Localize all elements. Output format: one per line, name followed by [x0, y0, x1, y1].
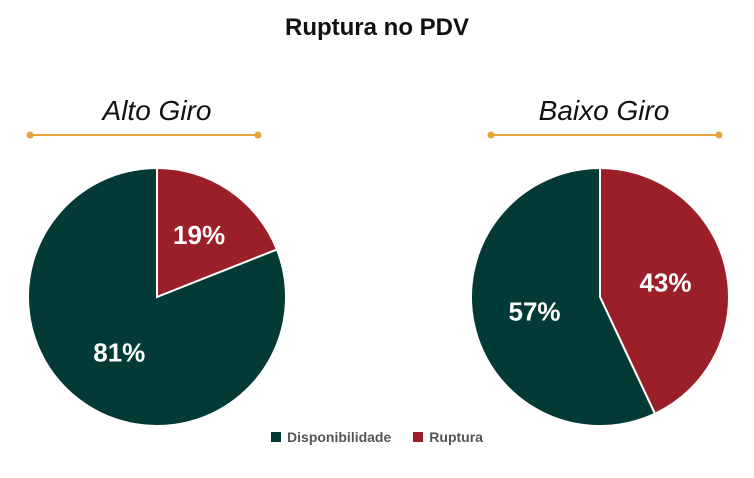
legend-label-ruptura: Ruptura — [429, 429, 483, 445]
legend-item-ruptura: Ruptura — [413, 429, 483, 445]
legend: Disponibilidade Ruptura — [0, 429, 754, 445]
legend-swatch-ruptura — [413, 432, 424, 442]
pie-slice-baixo-giro-ruptura — [599, 166, 730, 416]
pie-slice-alto-giro-disponibilidade — [27, 166, 287, 427]
divider-dot-baixo-giro-1 — [715, 131, 723, 139]
legend-swatch-disponibilidade — [271, 432, 282, 442]
pie-slice-alto-giro-ruptura — [156, 166, 279, 299]
slice-label-alto-giro-ruptura: 19% — [173, 220, 225, 250]
legend-label-disponibilidade: Disponibilidade — [287, 429, 392, 445]
legend-item-disponibilidade: Disponibilidade — [271, 429, 391, 445]
divider-dot-alto-giro-0 — [26, 131, 34, 139]
slice-label-baixo-giro-disponibilidade: 57% — [509, 297, 561, 327]
divider-dot-alto-giro-1 — [254, 131, 262, 139]
pie-subtitle-alto-giro: Alto Giro — [102, 95, 212, 126]
chart-title: Ruptura no PDV — [285, 14, 469, 41]
pie-subtitle-baixo-giro: Baixo Giro — [538, 95, 670, 126]
slice-label-alto-giro-disponibilidade: 81% — [93, 337, 145, 367]
pie-slice-baixo-giro-disponibilidade — [470, 166, 657, 427]
slice-label-baixo-giro-ruptura: 43% — [639, 267, 691, 297]
divider-dot-baixo-giro-0 — [487, 131, 495, 139]
